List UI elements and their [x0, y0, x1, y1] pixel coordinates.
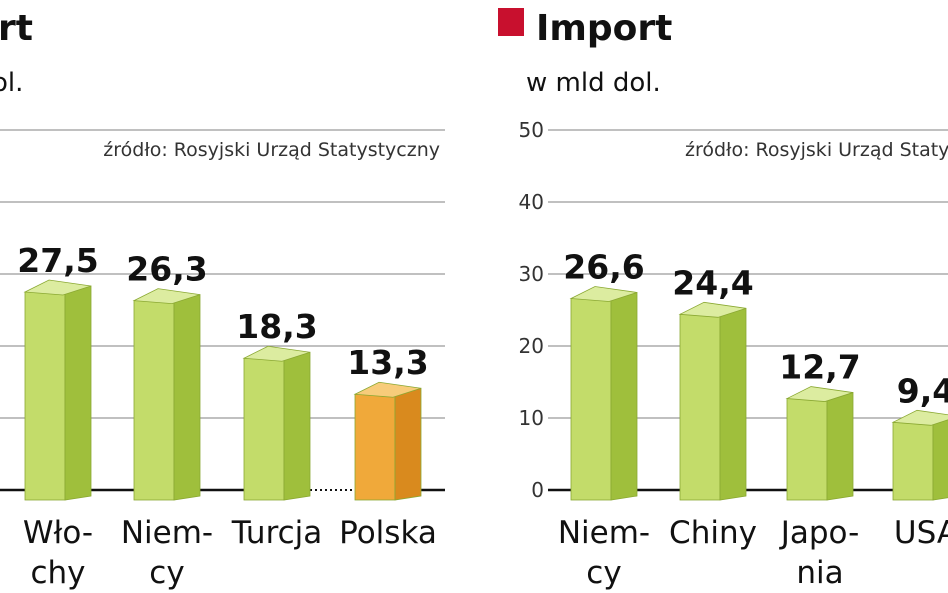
- import-category-label: Japo-: [779, 515, 860, 551]
- export-bar-side: [64, 285, 92, 501]
- import-category-label: Chiny: [669, 515, 757, 551]
- export-bar: [242, 345, 311, 501]
- export-value-label: 18,3: [236, 307, 317, 346]
- import-bar-top: [891, 409, 948, 426]
- import-bar-side: [610, 291, 638, 501]
- export-category-label: Wło-: [23, 515, 93, 551]
- export-value-label: 26,3: [126, 250, 207, 289]
- export-bar-top: [353, 381, 422, 398]
- import-legend-marker: [498, 8, 524, 36]
- import-bar-front: [786, 398, 828, 501]
- import-bar: [678, 301, 747, 501]
- import-value-label: 12,7: [779, 348, 860, 387]
- import-category-label: Niem-: [558, 515, 650, 551]
- import-y-tick-label: 0: [531, 478, 544, 502]
- export-category-label: cy: [149, 555, 184, 591]
- export-bar-front: [133, 300, 175, 501]
- import-bar-top: [678, 301, 747, 318]
- import-bar-front: [892, 421, 934, 501]
- export-category-label: chy: [30, 555, 85, 591]
- import-title: Import: [536, 8, 672, 49]
- export-category-label: Turcja: [231, 515, 323, 551]
- import-value-label: 24,4: [672, 263, 753, 302]
- import-value-label: 26,6: [563, 247, 644, 286]
- import-bar-top: [569, 286, 638, 302]
- import-y-tick-label: 40: [519, 190, 544, 214]
- export-unit-label: ol.: [0, 68, 23, 98]
- export-value-label: 27,5: [17, 241, 98, 280]
- import-panel: Import w mld dol. 0 10 20 30 40 50 źródło: Ro…: [498, 8, 948, 591]
- import-category-label: cy: [586, 555, 621, 591]
- export-bar-top: [132, 288, 201, 305]
- import-y-tick-label: 20: [519, 334, 544, 358]
- import-bar: [891, 409, 948, 501]
- export-bar-top: [23, 279, 92, 296]
- import-bars: 26,6 Niem-cy 24,4 Chiny 12,7 Japo-nia 9,4 USA: [558, 247, 948, 591]
- import-source-note: źródło: Rosyjski Urząd Statystyczny: [685, 139, 948, 161]
- export-bar-front: [354, 393, 396, 501]
- export-bar-side: [394, 387, 422, 501]
- import-bar-front: [679, 313, 721, 501]
- import-bar-side: [719, 307, 747, 501]
- import-category-label: nia: [796, 555, 843, 591]
- import-category-label: USA: [894, 515, 948, 551]
- export-bar-top: [242, 345, 311, 362]
- import-bar-front: [570, 298, 612, 501]
- export-value-label: 13,3: [347, 343, 428, 382]
- export-bar-front: [243, 357, 285, 501]
- export-title: rt: [0, 8, 33, 49]
- export-category-label: Niem-: [121, 515, 213, 551]
- export-panel: rt ol. źródło: Rosyjski Urząd Statystycz…: [0, 8, 445, 591]
- import-unit-label: w mld dol.: [526, 68, 661, 98]
- export-bars: 27,5 Wło-chy 26,3 Niem-cy 18,3 Turcja 13,3 Pols…: [17, 241, 437, 591]
- export-category-label: Polska: [339, 515, 437, 551]
- import-y-tick-label: 50: [519, 118, 544, 142]
- import-bar: [569, 286, 638, 501]
- import-bar-side: [826, 392, 854, 501]
- export-bar-front: [24, 291, 66, 501]
- import-y-axis-ticks: 0 10 20 30 40 50: [519, 118, 544, 502]
- import-y-tick-label: 10: [519, 406, 544, 430]
- export-bar: [353, 381, 422, 501]
- export-bar: [132, 288, 201, 501]
- import-bar-top: [785, 386, 854, 402]
- import-y-tick-label: 30: [519, 262, 544, 286]
- export-source-note: źródło: Rosyjski Urząd Statystyczny: [103, 139, 440, 161]
- export-bar-side: [283, 351, 311, 501]
- import-bar-side: [932, 418, 948, 501]
- import-value-label: 9,4: [897, 371, 948, 410]
- import-bar: [785, 386, 854, 501]
- export-bar: [23, 279, 92, 501]
- export-bar-side: [173, 294, 201, 501]
